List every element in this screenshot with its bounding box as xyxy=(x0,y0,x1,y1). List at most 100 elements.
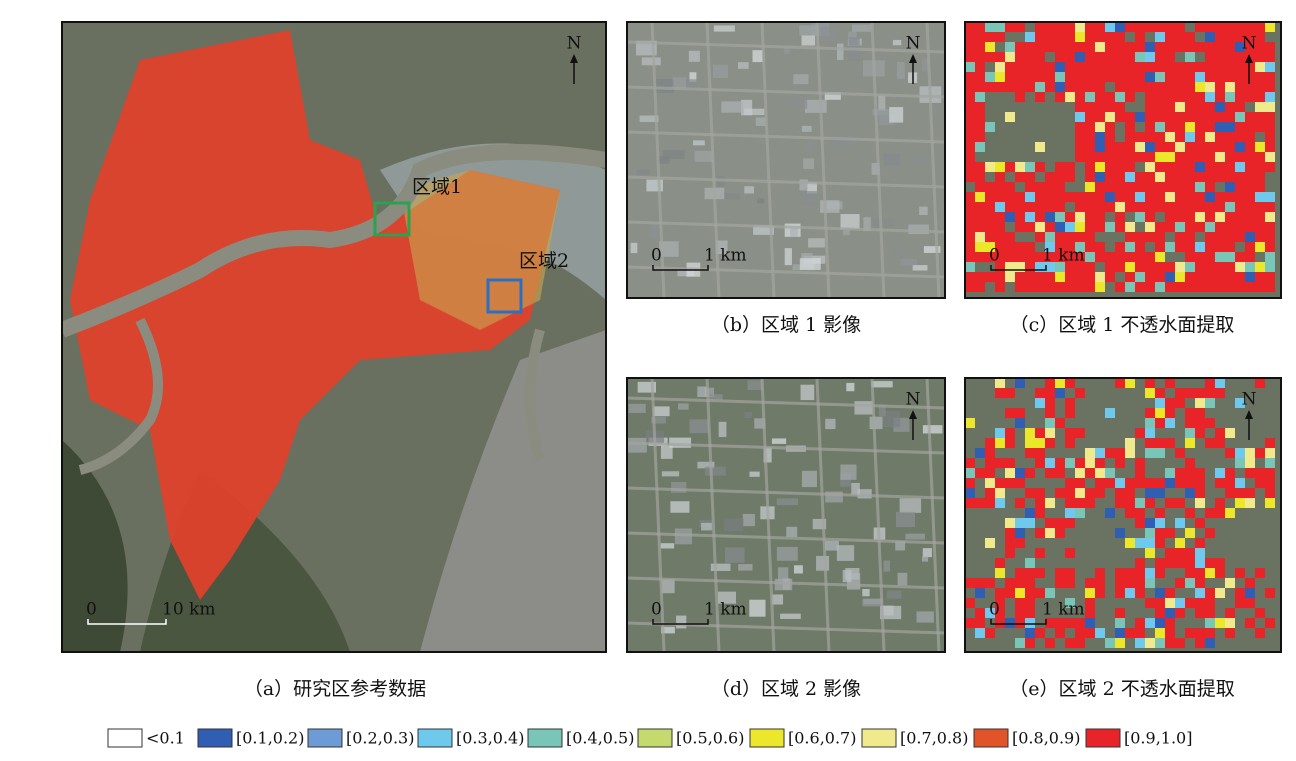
north-arrowhead xyxy=(909,410,917,419)
class-cell xyxy=(1085,102,1095,112)
class-cell xyxy=(1175,388,1185,398)
class-cell xyxy=(1225,152,1235,162)
class-cell xyxy=(1065,22,1075,32)
class-cell xyxy=(1175,468,1185,478)
class-cell xyxy=(1225,62,1235,72)
class-cell xyxy=(1045,458,1055,468)
class-cell xyxy=(995,378,1005,388)
class-cell xyxy=(975,122,985,132)
class-cell xyxy=(1085,252,1095,262)
class-cell xyxy=(1185,242,1195,252)
class-cell xyxy=(1145,42,1155,52)
class-cell xyxy=(1225,32,1235,42)
class-cell xyxy=(1215,242,1225,252)
class-cell xyxy=(1225,112,1235,122)
class-cell xyxy=(985,162,995,172)
building xyxy=(660,543,675,549)
class-cell xyxy=(965,618,975,628)
class-cell xyxy=(1205,192,1215,202)
class-cell xyxy=(1015,638,1025,648)
class-cell xyxy=(1125,538,1135,548)
class-cell xyxy=(1265,282,1275,292)
class-cell xyxy=(1265,22,1275,32)
class-cell xyxy=(1195,262,1205,272)
class-cell xyxy=(1115,448,1125,458)
building xyxy=(803,158,814,169)
class-cell xyxy=(1165,438,1175,448)
class-cell xyxy=(975,252,985,262)
class-cell xyxy=(1255,468,1265,478)
building xyxy=(836,43,844,61)
class-cell xyxy=(1075,52,1085,62)
class-cell xyxy=(1015,22,1025,32)
building xyxy=(831,138,851,148)
class-cell xyxy=(1245,162,1255,172)
class-cell xyxy=(1025,272,1035,282)
class-cell xyxy=(1025,588,1035,598)
class-cell xyxy=(995,62,1005,72)
class-cell xyxy=(1085,192,1095,202)
legend-swatch xyxy=(107,728,143,748)
building xyxy=(701,522,712,531)
class-cell xyxy=(1185,72,1195,82)
building xyxy=(878,114,895,126)
class-cell xyxy=(1245,618,1255,628)
class-cell xyxy=(985,628,995,638)
class-cell xyxy=(1065,638,1075,648)
class-cell xyxy=(1255,182,1265,192)
class-cell xyxy=(1075,388,1085,398)
class-cell xyxy=(1075,202,1085,212)
class-cell xyxy=(1015,52,1025,62)
north-label: N xyxy=(567,34,582,54)
class-cell xyxy=(1195,418,1205,428)
class-cell xyxy=(1165,162,1175,172)
class-cell xyxy=(1095,448,1105,458)
class-cell xyxy=(975,628,985,638)
class-cell xyxy=(995,568,1005,578)
class-cell xyxy=(995,478,1005,488)
class-cell xyxy=(1185,388,1195,398)
class-cell xyxy=(1025,62,1035,72)
class-cell xyxy=(1005,438,1015,448)
road xyxy=(650,377,666,653)
class-cell xyxy=(1115,378,1125,388)
class-cell xyxy=(965,212,975,222)
scale-label: 0 xyxy=(86,600,97,620)
class-cell xyxy=(1055,568,1065,578)
class-cell xyxy=(1215,468,1225,478)
building xyxy=(806,182,817,194)
class-cell xyxy=(1175,232,1185,242)
class-cell xyxy=(1045,82,1055,92)
class-cell xyxy=(1195,558,1205,568)
class-cell xyxy=(1195,408,1205,418)
class-cell xyxy=(1225,72,1235,82)
class-cell xyxy=(1255,478,1265,488)
class-cell xyxy=(975,72,985,82)
class-cell xyxy=(1255,448,1265,458)
class-cell xyxy=(1125,52,1135,62)
class-cell xyxy=(1115,152,1125,162)
class-cell xyxy=(1075,428,1085,438)
building xyxy=(894,249,905,259)
building xyxy=(716,176,725,187)
class-cell xyxy=(1055,22,1065,32)
class-cell xyxy=(965,192,975,202)
class-cell xyxy=(975,62,985,72)
class-cell xyxy=(1005,162,1015,172)
class-cell xyxy=(1195,578,1205,588)
class-cell xyxy=(1235,282,1245,292)
class-cell xyxy=(975,32,985,42)
class-cell xyxy=(1145,378,1155,388)
building xyxy=(653,406,670,417)
class-cell xyxy=(1045,468,1055,478)
class-cell xyxy=(1165,72,1175,82)
class-cell xyxy=(1205,42,1215,52)
class-cell xyxy=(1255,212,1265,222)
building xyxy=(777,567,789,582)
class-cell xyxy=(1095,478,1105,488)
class-cell xyxy=(1135,458,1145,468)
class-cell xyxy=(1095,92,1105,102)
class-cell xyxy=(995,588,1005,598)
class-cell xyxy=(1095,628,1105,638)
